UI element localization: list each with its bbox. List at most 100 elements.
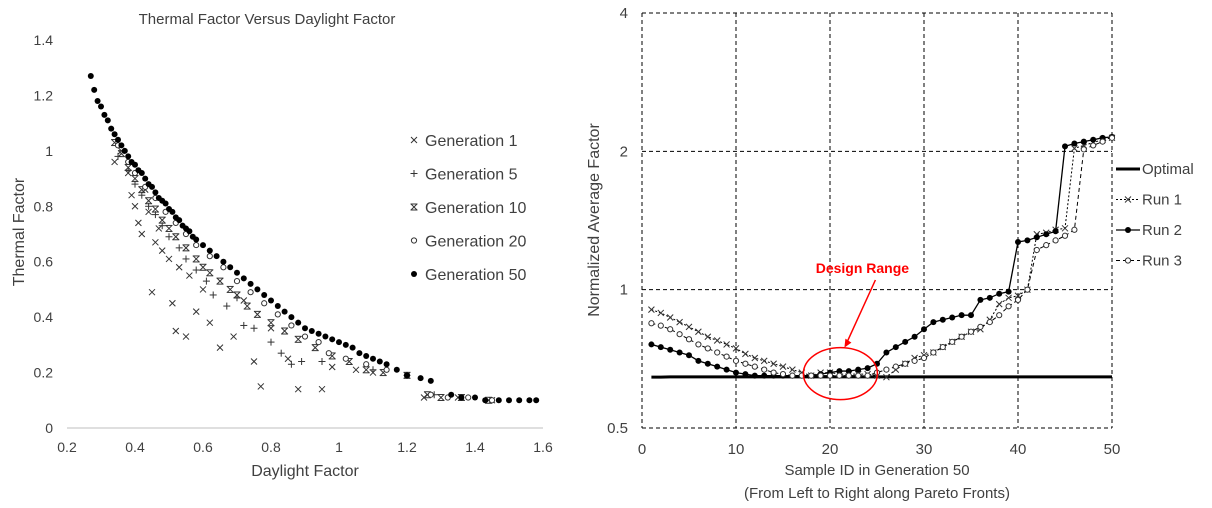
scatter-point [308, 328, 315, 334]
scatter-point [220, 258, 227, 265]
data-point [657, 309, 665, 317]
data-point [883, 349, 890, 356]
scatter-point [202, 277, 210, 285]
scatter-point [274, 311, 281, 318]
scatter-point [234, 269, 240, 276]
right-x-tick-label: 40 [1010, 441, 1027, 458]
data-point [995, 300, 1003, 308]
scatter-point [145, 208, 152, 216]
data-point [676, 318, 683, 326]
data-point [751, 372, 758, 379]
scatter-point [267, 324, 275, 332]
scatter-point [288, 314, 295, 321]
data-point [1052, 228, 1059, 235]
data-point [958, 333, 965, 340]
scatter-point [108, 125, 115, 132]
right-y-tick-label: 1 [620, 282, 628, 299]
scatter-point [417, 375, 424, 382]
scatter-point [145, 197, 153, 205]
data-point [836, 372, 843, 379]
data-point [1071, 226, 1078, 233]
scatter-point [216, 277, 224, 285]
scatter-point [175, 263, 183, 271]
scatter-point [175, 244, 183, 252]
scatter-point [91, 86, 98, 93]
design-range-ellipse [802, 346, 879, 401]
left-x-tick-label: 1 [335, 439, 343, 455]
data-point [760, 357, 768, 365]
scatter-point [427, 391, 434, 398]
scatter-point [267, 319, 275, 327]
right-x-tick-label: 0 [638, 441, 646, 458]
data-point [667, 326, 674, 333]
scatter-point [465, 394, 472, 401]
scatter-point [216, 344, 224, 351]
scatter-point [342, 341, 349, 348]
data-point [723, 366, 730, 373]
data-point [1024, 237, 1031, 244]
data-point [732, 345, 740, 352]
data-point [742, 360, 749, 367]
scatter-point [267, 338, 275, 346]
data-point [1033, 234, 1040, 241]
scatter-point [240, 321, 248, 329]
data-point [676, 349, 683, 356]
data-point [770, 369, 777, 376]
data-point [902, 360, 909, 367]
scatter-point [206, 319, 214, 327]
right-axes: 0 10 20 30 40 50 0.5 1 2 4 [607, 5, 1120, 458]
data-point [667, 346, 674, 353]
scatter-point [169, 208, 176, 215]
scatter-point [250, 324, 258, 332]
right-x-tick-label: 10 [728, 441, 745, 458]
data-point [1062, 143, 1068, 150]
scatter-point [199, 286, 207, 293]
left-x-tick-label: 0.4 [125, 439, 145, 455]
data-point [949, 338, 956, 345]
legend-label: Generation 50 [425, 267, 527, 284]
scatter-point [138, 170, 145, 177]
left-scatter-chart: Thermal Factor Versus Daylight Factor Da… [11, 11, 553, 480]
scatter-point [448, 391, 455, 398]
data-point [1061, 224, 1069, 232]
scatter-point [87, 73, 94, 80]
right-annotation: Design Range [802, 260, 909, 401]
data-point [826, 372, 834, 379]
right-y-tick-label: 0.5 [607, 420, 628, 437]
scatter-point [495, 397, 502, 404]
scatter-point [322, 333, 329, 340]
scatter-point [281, 327, 289, 335]
scatter-point [223, 302, 231, 310]
scatter-point [247, 289, 254, 296]
data-point [732, 357, 740, 364]
scatter-point [261, 291, 268, 298]
right-x-axis-label-line2: (From Left to Right along Pareto Fronts) [744, 485, 1010, 502]
scatter-point [200, 242, 206, 249]
scatter-point [281, 308, 288, 315]
data-point [996, 290, 1003, 297]
design-range-arrowhead [844, 338, 852, 348]
data-point [704, 333, 712, 341]
scatter-point [533, 397, 540, 404]
data-point [1005, 294, 1012, 302]
scatter-point [193, 236, 200, 243]
scatter-point [209, 291, 217, 299]
scatter-point [182, 244, 190, 252]
scatter-point [274, 303, 281, 310]
scatter-point [233, 278, 241, 285]
scatter-point [318, 385, 326, 393]
left-x-tick-label: 0.8 [261, 439, 281, 455]
left-y-tick-label: 0 [45, 420, 53, 436]
data-point [817, 372, 824, 379]
scatter-point [329, 336, 336, 343]
data-point [770, 360, 777, 368]
data-point [986, 319, 993, 326]
legend-marker [410, 170, 418, 177]
data-point [1099, 138, 1106, 145]
right-y-axis-label: Normalized Average Factor [586, 123, 603, 317]
data-point [911, 333, 918, 340]
data-point [657, 344, 664, 351]
data-point [939, 316, 946, 323]
scatter-point [250, 358, 258, 365]
scatter-point [192, 255, 200, 263]
